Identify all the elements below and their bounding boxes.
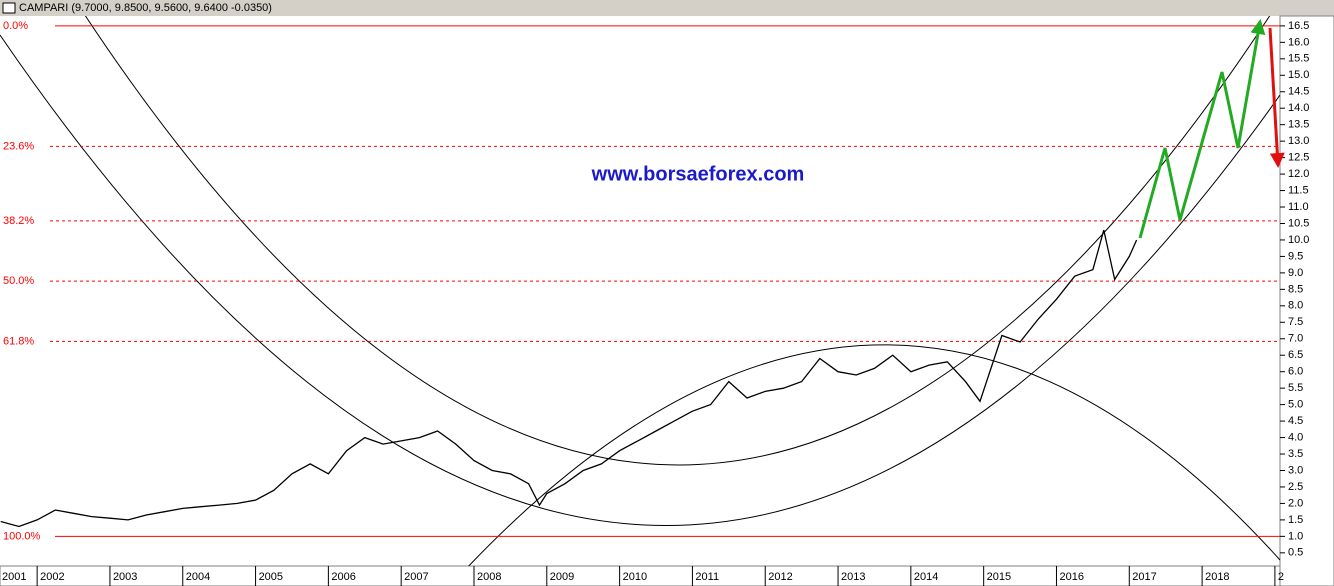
y-tick-label: 11.5 [1288, 184, 1309, 196]
fib-label: 100.0% [3, 530, 41, 542]
y-tick-label: 8.0 [1288, 300, 1303, 312]
y-tick-label: 9.5 [1288, 250, 1303, 262]
chart-title: CAMPARI (9.7000, 9.8500, 9.5600, 9.6400 … [19, 2, 272, 14]
y-tick-label: 13.5 [1288, 119, 1309, 131]
x-axis-panel [0, 565, 1281, 586]
y-tick-label: 4.5 [1288, 415, 1303, 427]
x-tick-label: 2011 [695, 571, 719, 583]
y-tick-label: 3.5 [1288, 448, 1303, 460]
y-tick-label: 9.0 [1288, 267, 1303, 279]
y-tick-label: 4.0 [1288, 431, 1303, 443]
y-tick-label: 10.5 [1288, 217, 1309, 229]
y-tick-label: 16.0 [1288, 36, 1309, 48]
y-tick-label: 13.0 [1288, 135, 1309, 147]
y-tick-label: 2.0 [1288, 497, 1303, 509]
y-tick-label: 3.0 [1288, 464, 1303, 476]
channels [0, 16, 1280, 566]
fib-label: 23.6% [3, 140, 34, 152]
x-tick-label: 2017 [1132, 571, 1156, 583]
x-tick-label: 2018 [1205, 571, 1229, 583]
y-tick-label: 1.5 [1288, 514, 1303, 526]
channel-curve [468, 344, 1280, 566]
x-tick-label: 2002 [40, 571, 64, 583]
y-axis-panel [1279, 15, 1334, 586]
window-icon [2, 2, 16, 14]
x-tick-label: 2014 [914, 571, 938, 583]
x-tick-label: 2 [1278, 571, 1284, 583]
x-tick-label: 2008 [477, 571, 501, 583]
y-tick-label: 7.5 [1288, 316, 1303, 328]
y-tick-label: 15.5 [1288, 53, 1309, 65]
y-tick-label: 11.0 [1288, 201, 1309, 213]
y-tick-label: 0.5 [1288, 547, 1303, 559]
x-tick-label: 2012 [768, 571, 792, 583]
y-tick-label: 5.5 [1288, 382, 1303, 394]
y-tick-label: 6.0 [1288, 366, 1303, 378]
x-tick-label: 2003 [113, 571, 137, 583]
y-tick-label: 10.0 [1288, 234, 1309, 246]
price-line [0, 229, 1138, 528]
y-tick-label: 16.5 [1288, 20, 1309, 32]
fib-label: 38.2% [3, 215, 34, 227]
y-tick-label: 14.5 [1288, 86, 1309, 98]
title-bar [0, 0, 1334, 16]
x-tick-label: 2009 [550, 571, 574, 583]
fib-label: 50.0% [3, 275, 34, 287]
y-tick-label: 6.5 [1288, 349, 1303, 361]
x-tick-label: 2015 [987, 571, 1011, 583]
y-tick-label: 1.0 [1288, 530, 1303, 542]
projection-arrow [1138, 19, 1266, 239]
fib-label: 61.8% [3, 335, 34, 347]
x-tick-label: 2010 [623, 571, 647, 583]
watermark: www.borsaeforex.com [591, 163, 805, 185]
y-tick-label: 14.0 [1288, 102, 1309, 114]
x-tick-label: 2006 [331, 571, 355, 583]
x-tick-label: 2007 [404, 571, 428, 583]
x-tick-label: 2001 [2, 571, 26, 583]
y-tick-label: 5.0 [1288, 399, 1303, 411]
x-tick-label: 2016 [1059, 571, 1083, 583]
y-tick-label: 8.5 [1288, 283, 1303, 295]
fib-label: 0.0% [3, 20, 28, 32]
y-tick-label: 12.5 [1288, 152, 1309, 164]
y-tick-label: 12.0 [1288, 168, 1309, 180]
x-tick-label: 2005 [259, 571, 283, 583]
y-tick-label: 7.0 [1288, 333, 1303, 345]
projection-arrow [1268, 27, 1285, 168]
channel-curve [85, 16, 1271, 466]
x-tick-label: 2013 [841, 571, 865, 583]
y-tick-label: 2.5 [1288, 481, 1303, 493]
y-tick-label: 15.0 [1288, 69, 1309, 81]
x-tick-label: 2004 [186, 571, 210, 583]
channel-curve [0, 34, 1280, 526]
